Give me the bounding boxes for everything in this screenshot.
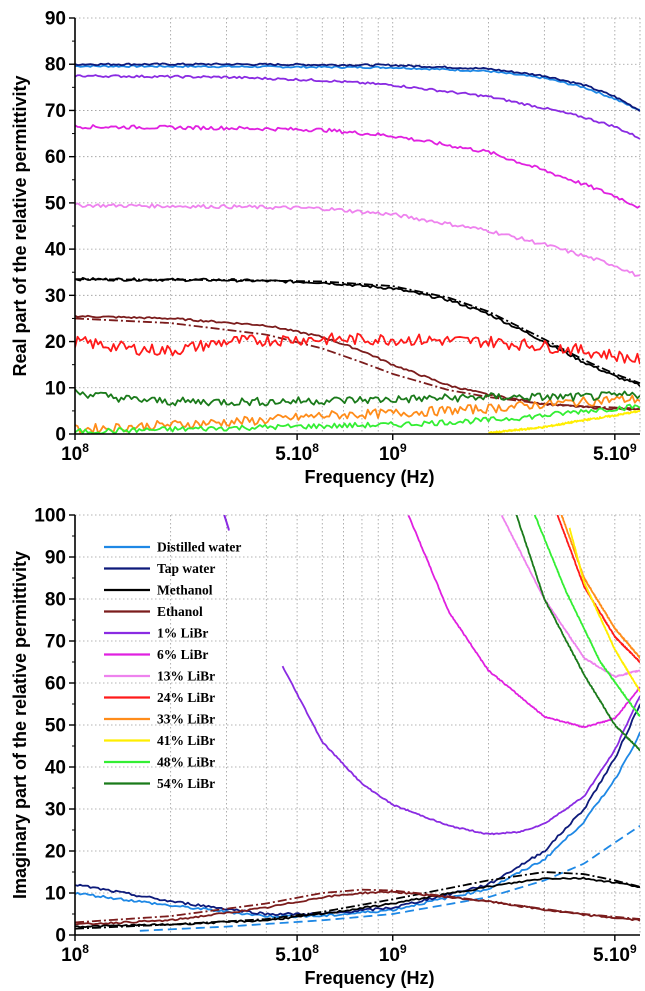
legend-label-ethanol: Ethanol xyxy=(157,604,203,619)
series-24-libr xyxy=(556,515,640,663)
x-tick-label-exponent: 8 xyxy=(312,441,319,455)
series-distilled-water xyxy=(75,64,640,111)
x-tick-label-base: 5.10 xyxy=(275,945,312,966)
series-54-libr xyxy=(75,388,640,407)
x-tick-label-exponent: 9 xyxy=(630,942,637,956)
series-54-libr xyxy=(515,515,640,751)
series-33-libr xyxy=(560,515,640,659)
series-6-libr xyxy=(75,124,640,209)
legend-label-48-libr: 48% LiBr xyxy=(157,755,215,770)
x-tick-label: 5.109 xyxy=(593,441,637,465)
legend-label-tap-water: Tap water xyxy=(157,561,215,576)
legend: Distilled water Tap water Methanol Ethanol 1… xyxy=(104,540,241,791)
x-tick-label: 109 xyxy=(379,942,407,966)
y-tick-label: 100 xyxy=(34,506,66,527)
x-tick-label-base: 5.10 xyxy=(275,444,312,465)
legend-label-13-libr: 13% LiBr xyxy=(157,669,215,684)
legend-label-33-libr: 33% LiBr xyxy=(157,712,215,727)
x-tick-label: 5.109 xyxy=(593,942,637,966)
x-tick-label: 109 xyxy=(379,441,407,465)
x-tick-label: 5.108 xyxy=(275,441,319,465)
legend-label-distilled-water: Distilled water xyxy=(157,540,241,555)
series-6-libr xyxy=(407,515,640,729)
x-tick-label-base: 10 xyxy=(61,444,82,465)
x-tick-label-exponent: 8 xyxy=(82,441,89,455)
y-tick-label: 80 xyxy=(45,590,66,611)
y-tick-label: 70 xyxy=(45,101,66,122)
x-tick-label-base: 5.10 xyxy=(593,945,630,966)
series-methanol xyxy=(75,876,640,929)
series-1-libr xyxy=(75,74,640,140)
y-tick-label: 40 xyxy=(45,758,66,779)
series-methanol-model xyxy=(75,278,640,385)
x-tick-label-base: 10 xyxy=(379,945,400,966)
grid xyxy=(74,17,641,435)
x-tick-label-base: 5.10 xyxy=(593,444,630,465)
series-distilled-water-model xyxy=(139,825,640,932)
y-tick-label: 40 xyxy=(45,240,66,261)
y-axis-label: Imaginary part of the relative permittiv… xyxy=(10,551,30,899)
y-tick-label: 60 xyxy=(45,147,66,168)
series-48-libr xyxy=(533,515,640,717)
x-tick-label: 108 xyxy=(61,441,89,465)
series-33-libr xyxy=(75,394,640,434)
x-tick-label-exponent: 9 xyxy=(630,441,637,455)
legend-label-6-libr: 6% LiBr xyxy=(157,647,208,662)
x-tick-label: 108 xyxy=(61,942,89,966)
series-ethanol xyxy=(75,890,640,926)
legend-label-41-libr: 41% LiBr xyxy=(157,733,215,748)
series-41-libr xyxy=(568,527,640,693)
legend-label-24-libr: 24% LiBr xyxy=(157,690,215,705)
legend-label-methanol: Methanol xyxy=(157,583,213,598)
series-group xyxy=(75,62,640,434)
x-tick-label-exponent: 9 xyxy=(400,441,407,455)
y-tick-label: 20 xyxy=(45,842,66,863)
legend-label-54-libr: 54% LiBr xyxy=(157,776,215,791)
y-tick-label: 10 xyxy=(45,378,66,399)
y-tick-label: 30 xyxy=(45,286,66,307)
x-axis-label: Frequency (Hz) xyxy=(304,467,434,487)
y-tick-label: 30 xyxy=(45,800,66,821)
series-41-libr xyxy=(488,409,640,434)
series-group xyxy=(75,515,640,932)
y-tick-label: 90 xyxy=(45,548,66,569)
x-tick-label-exponent: 9 xyxy=(400,942,407,956)
series-distilled-water xyxy=(75,731,640,919)
series-24-libr xyxy=(75,332,640,365)
series-13-libr xyxy=(500,515,640,678)
y-tick-label: 50 xyxy=(45,716,66,737)
y-tick-label: 10 xyxy=(45,884,66,905)
y-tick-label: 60 xyxy=(45,674,66,695)
y-tick-label: 0 xyxy=(55,425,66,446)
x-tick-label-exponent: 8 xyxy=(82,942,89,956)
x-tick-label-base: 10 xyxy=(379,444,400,465)
series-48-libr xyxy=(75,403,640,434)
y-tick-label: 20 xyxy=(45,332,66,353)
y-tick-label: 0 xyxy=(55,926,66,947)
series-1-libr xyxy=(223,515,230,531)
y-tick-label: 90 xyxy=(45,9,66,30)
x-tick-label-exponent: 8 xyxy=(312,942,319,956)
series-1-libr-cont xyxy=(281,665,640,836)
series-ethanol-model xyxy=(75,888,640,924)
series-13-libr xyxy=(75,202,640,277)
x-axis-label: Frequency (Hz) xyxy=(304,968,434,988)
x-tick-label: 5.108 xyxy=(275,942,319,966)
y-tick-label: 70 xyxy=(45,632,66,653)
y-tick-label: 50 xyxy=(45,193,66,214)
series-tap-water xyxy=(75,62,640,112)
legend-label-1-libr: 1% LiBr xyxy=(157,626,208,641)
y-tick-label: 80 xyxy=(45,55,66,76)
y-axis-label: Real part of the relative permittivity xyxy=(10,75,30,376)
series-tap-water xyxy=(75,704,640,916)
x-tick-label-base: 10 xyxy=(61,945,82,966)
